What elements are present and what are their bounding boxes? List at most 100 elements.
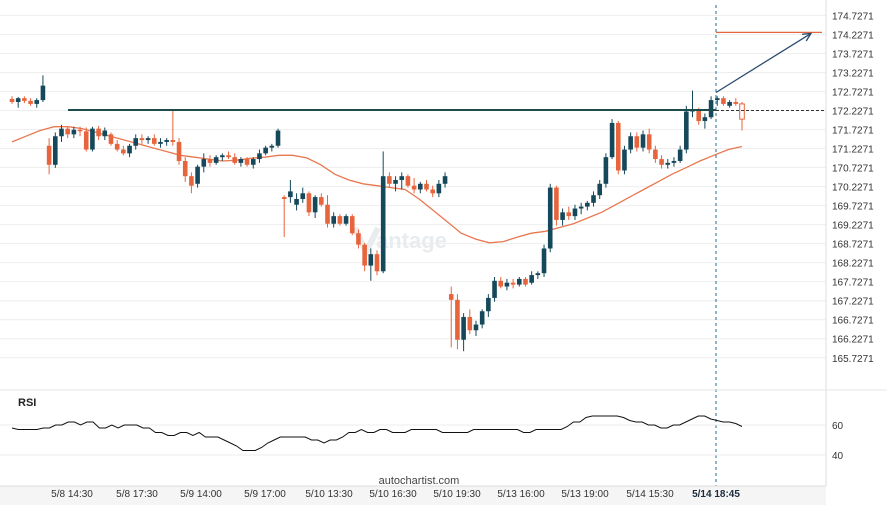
candle [145,136,151,144]
candle [653,145,658,163]
candle-body [442,176,448,184]
x-tick-label: 5/10 16:30 [369,489,417,500]
candle-body [393,179,398,184]
x-tick-label: 5/8 14:30 [51,489,93,500]
candle-body [380,176,386,272]
candle-body [127,145,132,154]
candle [275,128,281,148]
candle [659,155,664,169]
candle [306,191,312,217]
y-tick-label: 171.2271 [832,145,874,156]
candle [708,96,714,120]
candle-body [665,162,671,165]
x-tick-label: 5/9 14:00 [180,489,222,500]
candle [690,90,695,118]
candle-body [554,187,559,220]
candle [356,229,361,249]
candle [59,124,64,142]
candle [560,208,565,226]
candle-body [671,160,677,163]
y-tick-label: 168.7271 [832,240,874,251]
candle [615,121,621,175]
candle-body [634,136,640,148]
candle-body [411,185,417,190]
candle-body [238,159,244,163]
candle-body [356,233,361,245]
candle [343,214,349,226]
candle-body [535,273,541,276]
candle-body [739,103,745,120]
candle [114,140,120,152]
y-tick-label: 166.2271 [832,335,874,346]
candle [523,276,528,287]
candle-body [294,199,299,205]
candle [405,174,411,188]
candle [442,172,448,188]
candle-body [628,136,633,150]
candle-body [121,149,126,154]
candle [622,145,627,175]
candle-body [430,189,435,194]
candle-body [189,176,194,186]
candle [28,98,33,106]
candle-body [83,131,89,150]
candle-body [467,316,473,331]
candle-body [300,193,306,200]
candle-body [151,138,157,144]
candle-body [319,197,324,205]
candle-body [653,149,658,160]
candle [189,172,194,194]
candle [9,96,15,104]
candle-body [306,193,312,213]
candle-body [461,316,466,340]
candle [300,187,306,203]
candle-body [145,138,151,141]
candle [591,191,596,207]
y-tick-label: 170.2271 [832,183,874,194]
watermark-text: autochartist.com [379,475,460,487]
candle-body [232,157,238,163]
candle [46,138,52,175]
candle [498,276,504,289]
candle-body [349,216,355,234]
candle [380,151,386,274]
candle-body [288,191,293,198]
y-tick-label: 169.7271 [832,202,874,213]
svg-text:antage: antage [376,228,447,253]
candle-body [492,280,497,298]
y-tick-label: 168.2271 [832,259,874,270]
candle-body [566,212,572,217]
y-tick-label: 167.7271 [832,278,874,289]
candle-body [281,197,287,200]
candle-body [547,187,553,249]
y-tick-label: 169.2271 [832,221,874,232]
candle [90,126,95,152]
candle [473,320,479,336]
candle-body [244,159,250,165]
candle [238,157,244,167]
candle-body [424,183,429,190]
candle [467,309,473,335]
x-axis: 5/8 14:30 5/8 17:30 5/9 14:00 5/9 17:00 5/10… [0,485,826,505]
candle-body [90,128,95,150]
candle-body [139,138,145,141]
candle-body [368,254,374,266]
candle [597,179,603,200]
candle [312,195,318,219]
x-tick-label: 5/8 17:30 [116,489,158,500]
candle-body [603,157,609,184]
candle-body [195,166,200,184]
candle-body [591,195,596,203]
candle-body [312,197,318,213]
candle [578,202,584,215]
candle-body [182,160,188,177]
candle [461,313,466,352]
candle [572,204,578,220]
candle [684,105,689,154]
candle [83,127,89,152]
candle-body [696,109,701,122]
y-tick-label: 166.7271 [832,316,874,327]
candle [151,134,157,146]
candle [121,145,126,156]
candle-body [96,128,101,137]
